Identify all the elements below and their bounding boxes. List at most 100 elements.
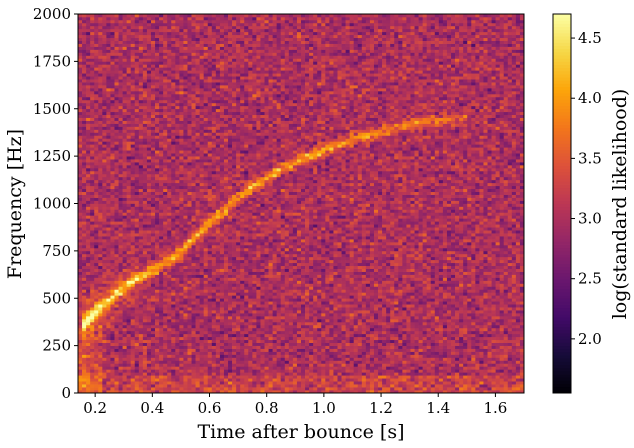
heatmap-cell	[219, 99, 225, 104]
heatmap-cell	[150, 310, 156, 314]
heatmap-cell	[110, 123, 115, 127]
heatmap-cell	[171, 327, 176, 332]
heatmap-cell	[228, 227, 233, 231]
heatmap-cell	[94, 197, 99, 201]
heatmap-cell	[175, 378, 180, 382]
heatmap-cell	[138, 271, 144, 275]
heatmap-cell	[150, 292, 156, 296]
heatmap-cell	[183, 150, 188, 154]
heatmap-cell	[82, 34, 87, 39]
heatmap-cell	[146, 150, 152, 154]
heatmap-cell	[207, 298, 213, 302]
heatmap-cell	[203, 79, 209, 83]
heatmap-cell	[171, 381, 176, 385]
heatmap-cell	[126, 274, 132, 278]
heatmap-cell	[94, 132, 99, 136]
heatmap-cell	[191, 239, 196, 243]
heatmap-cell	[159, 102, 164, 107]
heatmap-cell	[187, 327, 192, 332]
heatmap-cell	[138, 49, 144, 53]
heatmap-cell	[163, 102, 168, 107]
heatmap-cell	[98, 316, 103, 320]
heatmap-cell	[219, 247, 225, 252]
heatmap-cell	[228, 126, 233, 130]
heatmap-cell	[146, 342, 152, 346]
heatmap-cell	[223, 176, 229, 181]
heatmap-cell	[211, 239, 217, 243]
heatmap-cell	[126, 209, 132, 213]
heatmap-cell	[126, 345, 132, 349]
heatmap-cell	[183, 40, 188, 44]
heatmap-cell	[90, 321, 95, 326]
heatmap-cell	[228, 135, 233, 139]
heatmap-cell	[228, 88, 233, 92]
heatmap-cell	[118, 292, 123, 296]
heatmap-cell	[134, 138, 140, 142]
heatmap-cell	[142, 381, 148, 385]
heatmap-cell	[232, 88, 237, 92]
heatmap-cell	[106, 256, 111, 261]
heatmap-cell	[142, 253, 148, 258]
heatmap-cell	[150, 241, 156, 246]
heatmap-cell	[142, 111, 148, 116]
heatmap-cell	[110, 339, 115, 344]
heatmap-cell	[155, 144, 160, 148]
heatmap-cell	[110, 102, 115, 107]
heatmap-cell	[207, 280, 213, 284]
heatmap-cell	[86, 96, 91, 101]
heatmap-cell	[98, 378, 103, 382]
heatmap-cell	[195, 339, 200, 344]
heatmap-cell	[228, 111, 233, 116]
heatmap-cell	[211, 274, 217, 278]
heatmap-cell	[130, 173, 136, 178]
heatmap-cell	[90, 156, 95, 160]
heatmap-cell	[219, 280, 225, 284]
heatmap-cell	[146, 241, 152, 246]
heatmap-cell	[232, 369, 237, 373]
heatmap-cell	[232, 25, 237, 30]
heatmap-cell	[126, 188, 132, 193]
heatmap-cell	[110, 318, 115, 323]
heatmap-cell	[159, 277, 164, 281]
heatmap-cell	[98, 40, 103, 44]
heatmap-cell	[228, 342, 233, 346]
heatmap-cell	[219, 271, 225, 275]
heatmap-cell	[138, 339, 144, 344]
heatmap-cell	[122, 147, 127, 151]
heatmap-cell	[114, 138, 119, 142]
heatmap-cell	[207, 215, 213, 219]
heatmap-cell	[146, 165, 152, 169]
heatmap-cell	[219, 354, 225, 358]
heatmap-cell	[223, 93, 229, 98]
heatmap-cell	[118, 310, 123, 314]
heatmap-cell	[94, 73, 99, 77]
heatmap-cell	[199, 212, 205, 216]
heatmap-cell	[122, 102, 127, 107]
heatmap-cell	[138, 34, 144, 39]
heatmap-cell	[191, 138, 196, 142]
heatmap-cell	[191, 185, 196, 190]
heatmap-cell	[118, 203, 123, 207]
heatmap-cell	[146, 339, 152, 344]
heatmap-cell	[199, 61, 205, 65]
heatmap-cell	[199, 40, 205, 44]
heatmap-cell	[199, 289, 205, 293]
heatmap-cell	[223, 224, 229, 228]
heatmap-cell	[191, 156, 196, 160]
heatmap-cell	[203, 366, 209, 370]
heatmap-cell	[98, 79, 103, 83]
heatmap-cell	[138, 132, 144, 136]
heatmap-cell	[211, 162, 217, 166]
heatmap-cell	[110, 268, 115, 272]
heatmap-cell	[175, 126, 180, 130]
heatmap-cell	[138, 313, 144, 317]
heatmap-cell	[232, 49, 237, 53]
heatmap-cell	[203, 191, 209, 195]
heatmap-cell	[232, 123, 237, 127]
heatmap-cell	[167, 40, 172, 44]
heatmap-cell	[118, 156, 123, 160]
heatmap-cell	[167, 28, 172, 33]
heatmap-cell	[98, 268, 103, 272]
heatmap-cell	[223, 138, 229, 142]
heatmap-cell	[179, 185, 184, 190]
